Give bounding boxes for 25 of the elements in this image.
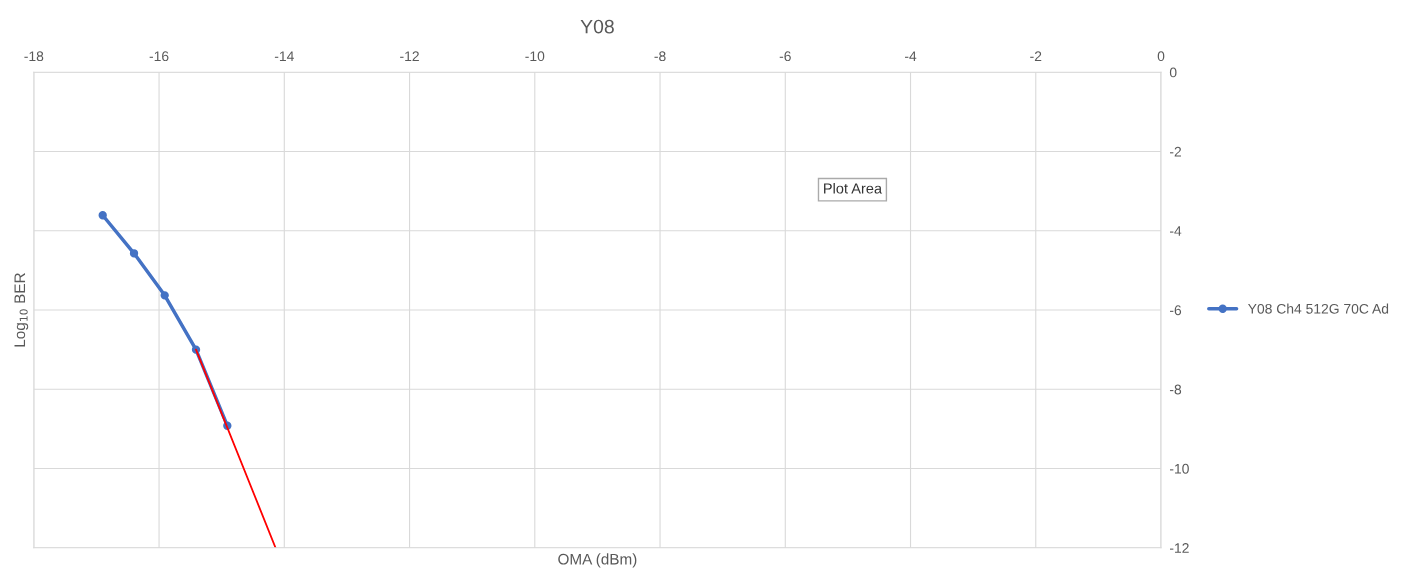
x-tick-label: -10 — [525, 51, 545, 62]
x-tick-label: -18 — [24, 51, 44, 62]
y-axis-title: Log$_{10}$ BER — [14, 273, 29, 347]
y-tick-label: -8 — [1169, 384, 1182, 395]
point — [160, 291, 169, 300]
x-tick-label: -8 — [654, 51, 666, 62]
legend-label: Y08 Ch4 512G 70C Ad — [1248, 303, 1389, 314]
x-tick-label: -2 — [1030, 51, 1042, 61]
annotation: Plot Area — [824, 182, 883, 194]
point — [129, 249, 139, 258]
x-tick-label: -4 — [904, 51, 917, 61]
point — [98, 211, 107, 220]
y-tick-label: -6 — [1169, 305, 1182, 316]
y-tick-label: 0 — [1169, 67, 1177, 78]
x-tick-label: -14 — [274, 51, 294, 61]
y-tick-label: -12 — [1169, 543, 1189, 553]
y-tick-label: -10 — [1169, 463, 1189, 474]
x-axis-title: OMA (dBm) — [558, 553, 637, 568]
y-tick-label: -2 — [1169, 146, 1181, 157]
y-tick-label: -4 — [1169, 226, 1182, 236]
x-tick-label: -16 — [149, 51, 169, 62]
x-tick-label: -6 — [779, 51, 791, 62]
x-tick-label: 0 — [1157, 51, 1165, 62]
x-tick-label: -12 — [400, 51, 419, 61]
chart-title: Y08 — [580, 19, 614, 34]
